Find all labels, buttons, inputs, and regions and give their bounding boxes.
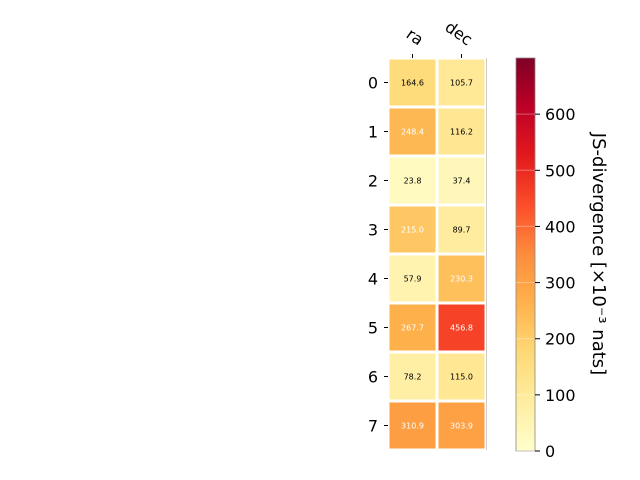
cell-value-label: 248.4: [401, 128, 424, 137]
cell-value-label: 164.6: [401, 79, 424, 88]
colorbar: 0 100 200 300 400 500 600 JS-divergence [×10⁻³…: [515, 57, 609, 461]
heatmap-cell: [389, 304, 436, 351]
cell-value-label: 116.2: [450, 128, 473, 137]
colorbar-label: JS-divergence [×10⁻³ nats]: [588, 132, 609, 375]
heatmap-cell: [438, 206, 485, 253]
cell-value-label: 267.7: [401, 324, 424, 333]
row-tick-label: 2: [368, 172, 378, 191]
row-tick-label: 6: [368, 368, 378, 387]
heatmap-cell: [389, 255, 436, 302]
cell-value-label: 23.8: [404, 177, 422, 186]
cell-value-label: 57.9: [404, 275, 422, 284]
row-tick-label: 1: [368, 123, 378, 142]
colorbar-gradient: [515, 57, 536, 452]
row-tick-label: 3: [368, 221, 378, 240]
cell-value-label: 78.2: [404, 373, 422, 382]
column-tick-labels: ra dec: [403, 17, 476, 58]
cell-value-label: 115.0: [450, 373, 473, 382]
row-tick-labels: 0 1 2 3 4 5 6 7: [368, 74, 388, 436]
colorbar-tick-label: 300: [545, 274, 576, 293]
heatmap-cell: [438, 59, 485, 106]
cell-value-label: 303.9: [450, 422, 473, 431]
cell-value-label: 310.9: [401, 422, 424, 431]
column-tick-label: dec: [442, 17, 476, 49]
cell-value-label: 37.4: [453, 177, 471, 186]
heatmap-cell: [389, 353, 436, 400]
cell-value-label: 105.7: [450, 79, 473, 88]
colorbar-tick-label: 0: [545, 442, 555, 461]
colorbar-tick-label: 200: [545, 330, 576, 349]
row-tick-label: 7: [368, 417, 378, 436]
heatmap-cell: [438, 402, 485, 449]
heatmap-cell: [389, 402, 436, 449]
cell-value-label: 456.8: [450, 324, 473, 333]
heatmap-cell: [438, 255, 485, 302]
heatmap-cell: [438, 353, 485, 400]
heatmap-cell: [438, 304, 485, 351]
heatmap-cell: [389, 59, 436, 106]
heatmap-cell: [389, 157, 436, 204]
heatmap-cell: [438, 108, 485, 155]
heatmap-cell: [389, 108, 436, 155]
cell-value-label: 215.0: [401, 226, 424, 235]
row-tick-label: 4: [368, 270, 378, 289]
row-tick-label: 0: [368, 74, 378, 93]
colorbar-tick-label: 400: [545, 217, 576, 236]
heatmap-cells: 164.6 105.7 248.4 116.2 23.8 37.4 215.0 89.7 57.…: [389, 59, 485, 449]
column-tick-label: ra: [403, 24, 427, 49]
colorbar-tick-label: 500: [545, 161, 576, 180]
row-tick-label: 5: [368, 319, 378, 338]
colorbar-ticks: 0 100 200 300 400 500 600: [516, 105, 576, 461]
colorbar-tick-label: 100: [545, 386, 576, 405]
cell-value-label: 230.3: [450, 275, 473, 284]
heatmap-cell: [438, 157, 485, 204]
heatmap-cell: [389, 206, 436, 253]
colorbar-tick-label: 600: [545, 105, 576, 124]
cell-value-label: 89.7: [453, 226, 471, 235]
